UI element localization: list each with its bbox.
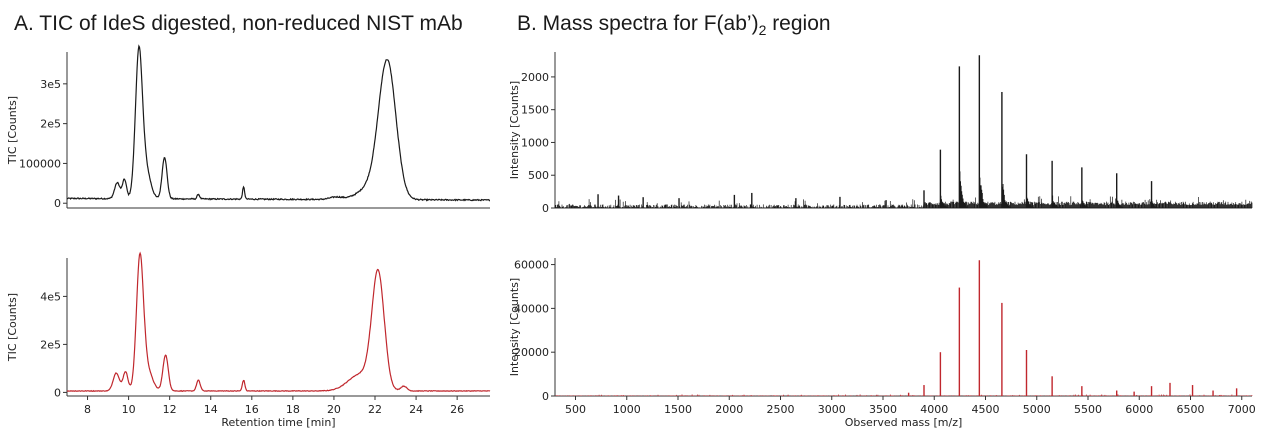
- y-tick-label: 0: [542, 202, 549, 215]
- x-tick-label: 3500: [869, 403, 897, 416]
- x-axis-label: Retention time [min]: [221, 416, 335, 429]
- panel-a-title: A. TIC of IdeS digested, non-reduced NIS…: [14, 12, 463, 36]
- chart-ms-bottom: 0 20000 40000 60000 500 1000 1500 2000 2500 3000 3…: [508, 258, 1256, 429]
- y-tick-label: 4e5: [40, 290, 61, 303]
- y-tick-label: 20000: [514, 346, 549, 359]
- x-tick-label: 14: [204, 403, 218, 416]
- panel-b-title-subscript: 2: [758, 22, 767, 39]
- x-tick-label: 4500: [972, 403, 1000, 416]
- x-axis-label: Observed mass [m/z]: [845, 416, 963, 429]
- spectrum-noise: [554, 196, 1253, 208]
- x-tick-label: 1000: [613, 403, 641, 416]
- panel-b-title-suffix: region: [766, 12, 831, 35]
- panel-b-title-text: B. Mass spectra for F(ab’): [517, 12, 759, 35]
- chromatogram-trace: [67, 251, 491, 393]
- y-axis-label: Intensity [Counts]: [508, 278, 521, 376]
- spectrum-peak-envelope: [940, 195, 949, 208]
- y-tick-label: 100000: [19, 157, 61, 170]
- y-axis-label: Intensity [Counts]: [508, 81, 521, 179]
- spectrum-peak-envelope: [959, 171, 968, 208]
- chart-tic-bottom: 0 2e5 4e5 8 10 12 14 16 18 20 22 24 26 TIC [Counts] Re…: [6, 251, 491, 429]
- x-tick-label: 2500: [767, 403, 795, 416]
- x-tick-label: 22: [368, 403, 382, 416]
- y-tick-label: 2000: [521, 71, 549, 84]
- spectrum-noise: [554, 394, 1253, 396]
- x-tick-label: 5000: [1023, 403, 1051, 416]
- y-tick-label: 500: [528, 169, 549, 182]
- panel-a-title-text: A. TIC of IdeS digested, non-reduced NIS…: [14, 12, 463, 35]
- y-tick-label: 40000: [514, 302, 549, 315]
- spectrum-peak-envelope: [1116, 200, 1126, 208]
- y-axis-label: TIC [Counts]: [6, 293, 19, 362]
- x-tick-label: 24: [409, 403, 423, 416]
- spectrum-peak-envelope: [1151, 201, 1160, 208]
- x-tick-label: 16: [245, 403, 259, 416]
- x-tick-label: 10: [122, 403, 136, 416]
- x-tick-label: 26: [450, 403, 464, 416]
- y-tick-label: 2e5: [40, 118, 61, 131]
- spectrum-peak-envelope: [1082, 200, 1091, 208]
- x-tick-label: 3000: [818, 403, 846, 416]
- y-tick-label: 1500: [521, 104, 549, 117]
- x-tick-label: 7000: [1228, 403, 1256, 416]
- y-tick-label: 0: [54, 386, 61, 399]
- x-tick-label: 6500: [1177, 403, 1205, 416]
- y-tick-label: 2e5: [40, 338, 61, 351]
- x-tick-label: 20: [327, 403, 341, 416]
- y-tick-label: 3e5: [40, 78, 61, 91]
- panel-b-title: B. Mass spectra for F(ab’)2 region: [517, 12, 831, 38]
- x-tick-label: 8: [84, 403, 91, 416]
- y-tick-label: 0: [542, 390, 549, 403]
- chart-tic-top: 0 100000 2e5 3e5 TIC [Counts]: [6, 44, 490, 210]
- y-tick-label: 0: [54, 197, 61, 210]
- x-tick-label: 12: [163, 403, 177, 416]
- spectrum-peak-envelope: [1052, 195, 1061, 208]
- x-tick-label: 1500: [664, 403, 692, 416]
- y-tick-label: 60000: [514, 259, 549, 272]
- y-axis-label: TIC [Counts]: [6, 96, 19, 165]
- x-tick-label: 5500: [1074, 403, 1102, 416]
- x-tick-label: 6000: [1125, 403, 1153, 416]
- spectrum-peak-envelope: [1026, 197, 1035, 208]
- x-tick-label: 500: [565, 403, 586, 416]
- x-tick-label: 2000: [715, 403, 743, 416]
- x-tick-label: 4000: [920, 403, 948, 416]
- y-tick-label: 1000: [521, 136, 549, 149]
- spectrum-peak-envelope: [1002, 184, 1011, 208]
- spectrum-peak-envelope: [979, 177, 988, 208]
- chromatogram-trace: [66, 44, 490, 202]
- x-tick-label: 18: [286, 403, 300, 416]
